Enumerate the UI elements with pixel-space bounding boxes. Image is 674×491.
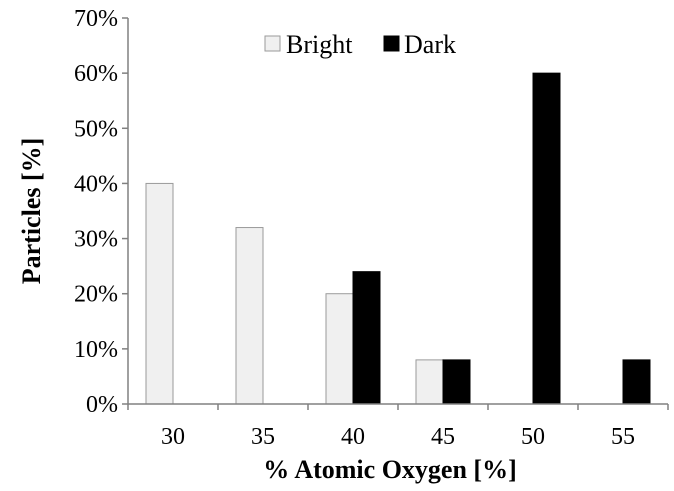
bar-dark-50: [532, 72, 561, 405]
legend-swatch-bright: [264, 35, 281, 52]
y-tick-label: 20%: [74, 282, 118, 308]
y-tick-label: 10%: [74, 337, 118, 363]
bar-bright-30: [145, 182, 174, 405]
bar-bright-45: [415, 359, 444, 405]
bars-group: [145, 72, 651, 405]
x-tick-label: 45: [431, 424, 455, 450]
y-tick-label: 70%: [74, 6, 118, 32]
x-tick-label: 35: [251, 424, 275, 450]
y-tick-label: 0%: [86, 392, 118, 418]
bar-dark-55: [622, 359, 651, 405]
bar-bright-40: [325, 293, 354, 405]
bar-dark-45: [442, 359, 471, 405]
x-tick-label: 30: [161, 424, 185, 450]
y-tick-label: 40%: [74, 171, 118, 197]
legend: Bright Dark: [264, 30, 456, 59]
x-tick-label: 50: [521, 424, 545, 450]
x-ticks-group: 30 35 40 45 50 55: [127, 404, 669, 450]
y-tick-label: 50%: [74, 116, 118, 142]
y-tick-label: 30%: [74, 227, 118, 253]
bar-dark-40: [352, 271, 381, 405]
x-tick-label: 55: [611, 424, 635, 450]
axes-group: [127, 18, 668, 405]
x-axis-title: % Atomic Oxygen [%]: [263, 455, 516, 484]
y-tick-label: 60%: [74, 61, 118, 87]
y-ticks-group: 0% 10% 20% 30% 40% 50% 60% 70%: [74, 6, 128, 418]
legend-swatch-dark: [383, 35, 400, 52]
bar-bright-35: [235, 227, 264, 405]
y-axis-title: Particles [%]: [17, 138, 46, 285]
legend-label-bright: Bright: [286, 30, 353, 59]
x-tick-label: 40: [341, 424, 365, 450]
legend-label-dark: Dark: [404, 30, 456, 59]
